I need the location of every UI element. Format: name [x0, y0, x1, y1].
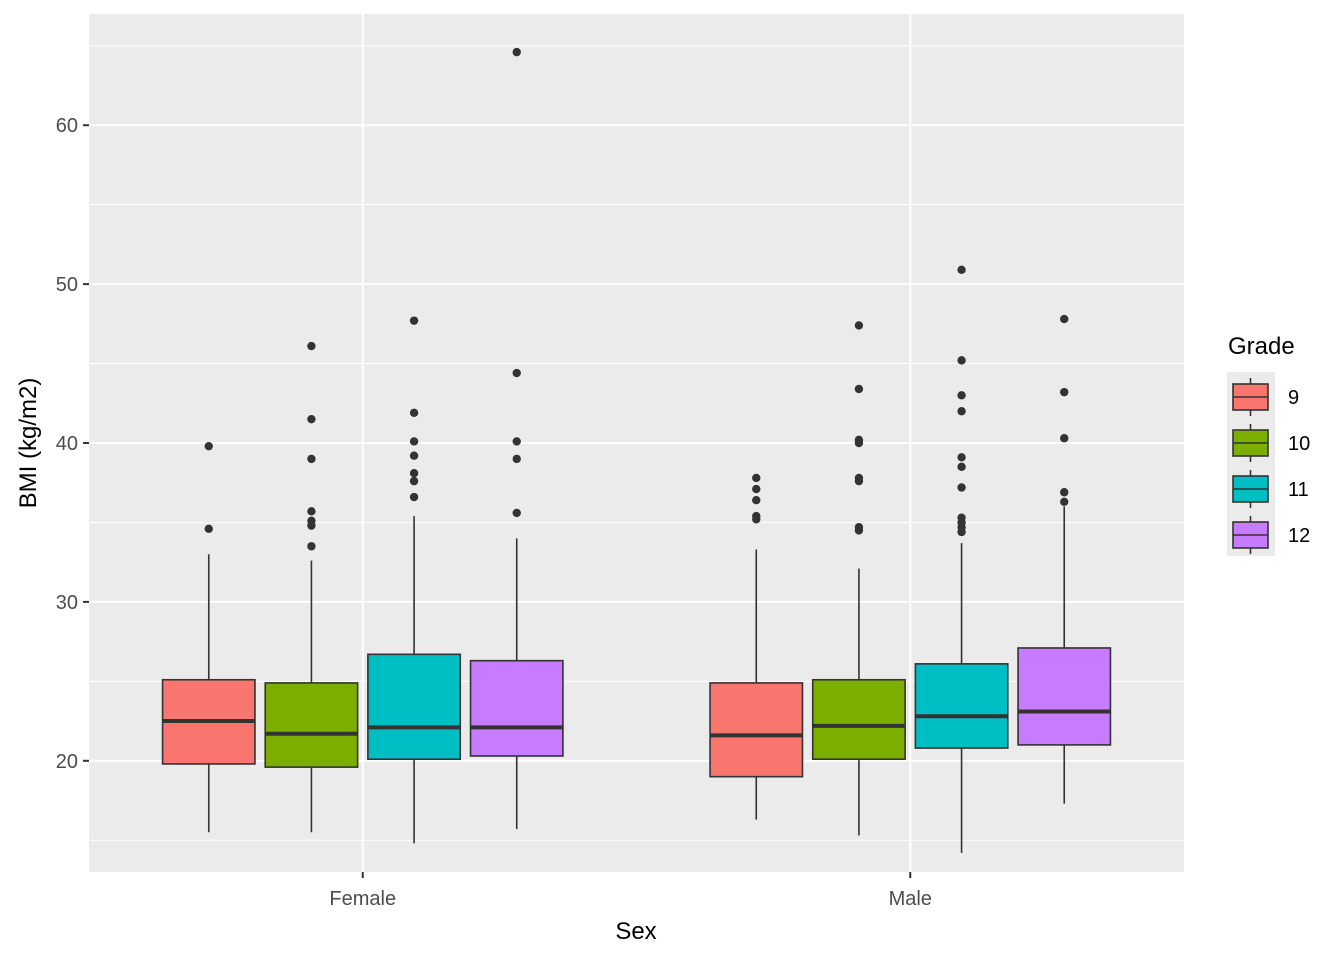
- outlier-point: [854, 384, 864, 394]
- legend: Grade 9 10 11 12: [1227, 333, 1310, 556]
- box-9-female: [161, 441, 256, 833]
- box-iqr: [811, 678, 906, 760]
- outlier-point: [1060, 434, 1069, 443]
- box-iqr: [1017, 647, 1112, 746]
- box-12-male: [1017, 314, 1112, 804]
- outlier-point: [307, 542, 316, 551]
- legend-key-9: 9: [1232, 378, 1299, 416]
- outlier-point: [204, 441, 213, 451]
- outlier-point: [307, 507, 316, 516]
- box-plots: [161, 47, 1112, 853]
- legend-label: 9: [1288, 387, 1299, 409]
- box-10-male: [811, 321, 906, 836]
- x-tick-label: Female: [329, 888, 396, 910]
- outlier-point: [1060, 387, 1069, 397]
- grid-lines: [89, 14, 1184, 872]
- outlier-point: [204, 524, 213, 533]
- box-iqr: [914, 663, 1009, 749]
- outlier-point: [854, 321, 864, 330]
- box-iqr: [367, 653, 462, 760]
- box-10-female: [264, 341, 359, 833]
- outlier-point: [512, 508, 521, 518]
- outlier-point: [854, 435, 864, 445]
- y-tick-label: 60: [56, 115, 78, 137]
- outlier-point: [1060, 488, 1069, 497]
- outlier-point: [307, 341, 316, 351]
- outlier-point: [409, 437, 419, 446]
- box-11-female: [367, 316, 462, 844]
- outlier-point: [957, 407, 966, 416]
- legend-key-12: 12: [1232, 516, 1310, 554]
- box-9-male: [709, 473, 804, 820]
- outlier-point: [512, 47, 521, 57]
- outlier-point: [957, 513, 966, 522]
- y-tick-label: 40: [56, 433, 78, 455]
- y-tick-label: 30: [56, 592, 78, 614]
- outlier-point: [409, 476, 419, 486]
- outlier-point: [752, 484, 761, 494]
- outlier-point: [752, 496, 761, 505]
- outlier-point: [409, 468, 419, 478]
- axes: 20 30 40 50 60 Female Male: [56, 115, 932, 910]
- outlier-point: [1060, 497, 1069, 506]
- outlier-point: [1060, 314, 1069, 324]
- outlier-point: [957, 356, 966, 365]
- outlier-point: [409, 451, 419, 460]
- box-12-female: [469, 47, 564, 830]
- outlier-point: [512, 454, 521, 464]
- box-iqr: [264, 682, 359, 768]
- outlier-point: [512, 437, 521, 446]
- y-axis-title: BMI (kg/m2): [15, 378, 42, 509]
- outlier-point: [854, 473, 864, 483]
- y-tick-label: 20: [56, 751, 78, 773]
- outlier-point: [957, 391, 966, 400]
- outlier-point: [752, 473, 761, 483]
- legend-label: 11: [1288, 479, 1309, 501]
- legend-title: Grade: [1228, 333, 1295, 360]
- outlier-point: [409, 492, 419, 502]
- box-iqr: [469, 659, 564, 757]
- outlier-point: [307, 414, 316, 424]
- outlier-point: [752, 511, 761, 521]
- legend-label: 12: [1288, 525, 1310, 547]
- box-11-male: [914, 265, 1009, 853]
- legend-key-10: 10: [1232, 424, 1310, 462]
- y-tick-label: 50: [56, 274, 78, 296]
- outlier-point: [957, 265, 966, 275]
- outlier-point: [512, 368, 521, 378]
- box-iqr: [709, 682, 804, 778]
- outlier-point: [409, 316, 419, 325]
- outlier-point: [307, 454, 316, 464]
- outlier-point: [957, 462, 966, 472]
- outlier-point: [854, 523, 864, 532]
- outlier-point: [307, 516, 316, 526]
- x-axis-title: Sex: [615, 918, 656, 945]
- legend-label: 10: [1288, 433, 1310, 455]
- legend-key-11: 11: [1232, 470, 1309, 508]
- outlier-point: [957, 453, 966, 462]
- x-tick-label: Male: [889, 888, 932, 910]
- outlier-point: [409, 408, 419, 418]
- outlier-point: [957, 483, 966, 492]
- legend-keys: 9 10 11 12: [1232, 378, 1310, 554]
